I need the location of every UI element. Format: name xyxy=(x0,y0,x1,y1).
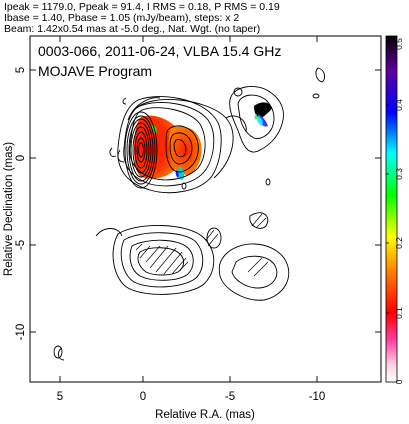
y-tick-label: -5 xyxy=(15,240,27,250)
y-tick-label: -10 xyxy=(15,324,27,341)
colorbar-tick-label: 0 xyxy=(394,379,404,384)
x-axis-label: Relative R.A. (mas) xyxy=(155,409,255,421)
axis-ticks xyxy=(30,36,381,382)
x-tick-label: -10 xyxy=(309,391,326,403)
colorbar-tick-label: 0.2 xyxy=(394,237,404,249)
negative-contours-lower xyxy=(53,212,290,361)
header-line-2: Ibase = 1.40, Pbase = 1.05 (mJy/beam), s… xyxy=(4,12,239,24)
colorbar-tick-label: 0.3 xyxy=(394,168,404,180)
colorbar-ticks xyxy=(386,36,389,314)
plot-subtitle: MOJAVE Program xyxy=(38,63,152,79)
plot-title: 0003-066, 2011-06-24, VLBA 15.4 GHz xyxy=(38,43,281,59)
y-tick-label: 0 xyxy=(15,155,27,161)
y-axis-label: Relative Declination (mas) xyxy=(3,142,15,276)
header-line-3: Beam: 1.42x0.54 mas at -5.0 deg., Nat. W… xyxy=(4,23,260,35)
colorbar xyxy=(385,35,398,383)
colorbar-tick-label: 0.4 xyxy=(394,99,404,111)
x-tick-label: 0 xyxy=(140,391,146,403)
colorbar-tick-label: 0.1 xyxy=(394,307,404,319)
header-line-1: Ipeak = 1179.0, Ppeak = 91.4, I RMS = 0.… xyxy=(4,1,280,13)
intensity-contours-outer xyxy=(109,67,326,249)
plot-frame xyxy=(29,35,382,383)
y-tick-label: 5 xyxy=(15,67,27,73)
polarized-emission-knot xyxy=(254,102,272,127)
x-tick-label: 5 xyxy=(57,391,63,403)
colorbar-tick-label: 0.5 xyxy=(394,38,404,50)
x-tick-label: -5 xyxy=(225,391,235,403)
intensity-contours-core xyxy=(117,96,222,194)
